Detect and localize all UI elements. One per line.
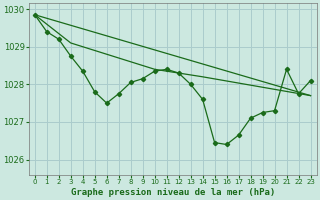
X-axis label: Graphe pression niveau de la mer (hPa): Graphe pression niveau de la mer (hPa): [70, 188, 275, 197]
